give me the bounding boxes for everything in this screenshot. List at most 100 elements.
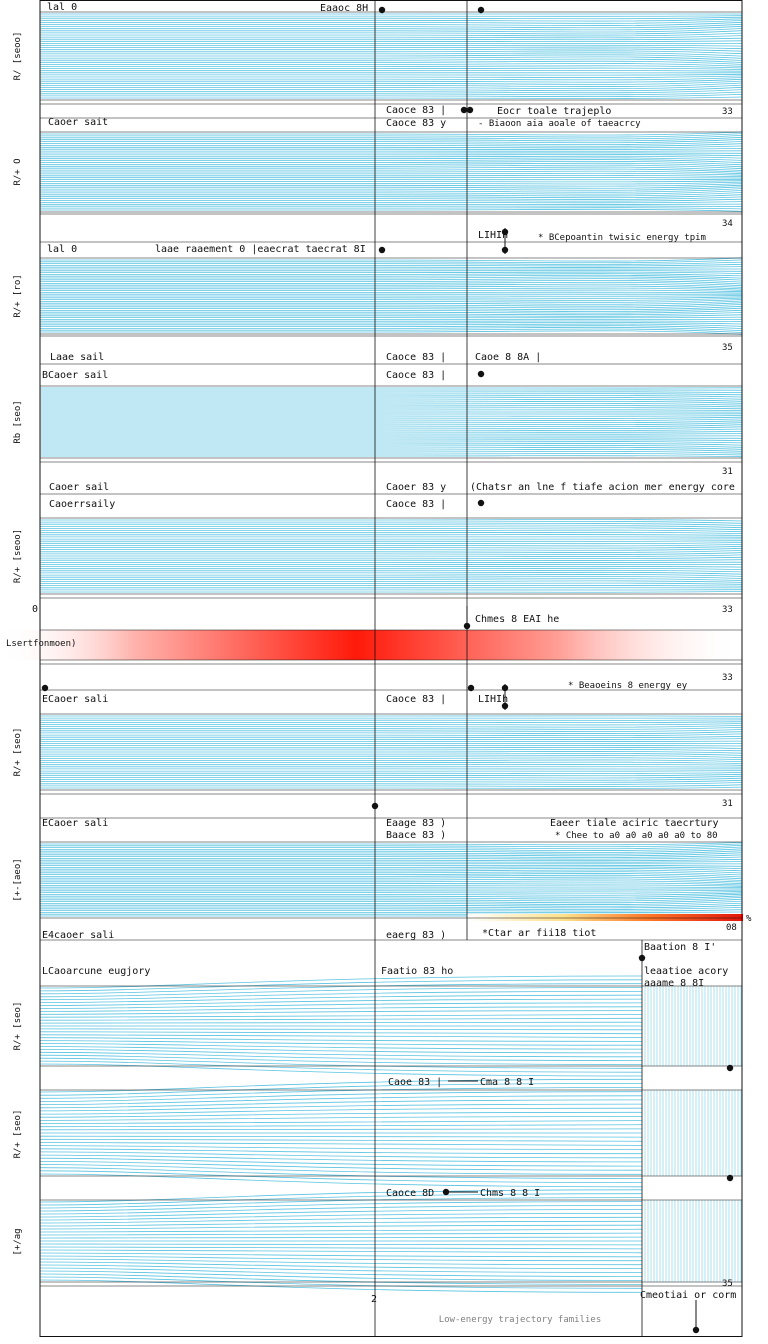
panel-11-ylabel: [+/ag: [13, 1228, 23, 1255]
trajectory-line: [40, 80, 743, 85]
marker-dot: [726, 1174, 734, 1182]
trajectory-line: [40, 65, 743, 69]
trajectory-line: [39, 1014, 643, 1018]
trajectory-line: [40, 745, 743, 747]
trajectory-line: [40, 784, 743, 787]
trajectory-line: [40, 257, 743, 262]
panel-6-note: Chmes 8 EAI he: [475, 614, 559, 625]
trajectory-line: [40, 525, 743, 529]
panel-9-curves: [39, 975, 742, 1077]
trajectory-line: [39, 1021, 643, 1024]
trajectory-line: [39, 1216, 643, 1224]
trajectory-line: [39, 1091, 643, 1102]
trajectory-line: [40, 747, 743, 749]
trajectory-line: [40, 450, 743, 454]
trajectory-line: [40, 893, 743, 898]
trajectory-line: [40, 159, 743, 163]
trajectory-line: [39, 1167, 643, 1179]
trajectory-line: [40, 761, 743, 764]
trajectory-line: [39, 1034, 643, 1038]
panel-4-case-label-2: Caoce 83 |: [386, 370, 446, 381]
trajectory-line: [39, 983, 643, 995]
trajectory-line: [40, 735, 743, 739]
trajectory-line: [39, 998, 643, 1006]
trajectory-line: [40, 782, 743, 785]
trajectory-line: [39, 1057, 643, 1069]
trajectory-line: [39, 1060, 643, 1073]
trajectory-line: [40, 775, 743, 779]
trajectory-line: [40, 180, 743, 183]
trajectory-line: [39, 1232, 643, 1236]
marker-dot: [638, 954, 646, 962]
trajectory-line: [40, 297, 743, 301]
trajectory-line: [40, 567, 743, 570]
trajectory-line: [39, 1193, 643, 1206]
trajectory-line: [40, 261, 743, 265]
trajectory-line: [40, 184, 743, 189]
trajectory-line: [40, 296, 743, 299]
trajectory-line: [40, 405, 743, 408]
trajectory-line: [40, 770, 743, 772]
trajectory-line: [40, 285, 743, 290]
trajectory-line: [40, 878, 743, 883]
panel-1-ylabel: R/ [seoo]: [13, 32, 23, 81]
panel-2-case-label: Caoce 83 |: [386, 105, 446, 116]
trajectory-line: [40, 874, 743, 880]
trajectory-line: [40, 78, 743, 83]
panel-7-curves: [40, 715, 743, 789]
trajectory-line: [40, 759, 743, 762]
trajectory-line: [40, 77, 743, 81]
panel-2-note-2: - Biaoon aia aoale of taeacrcy: [478, 119, 641, 129]
marker-dot: [477, 6, 485, 14]
trajectory-line: [40, 266, 743, 268]
trajectory-line: [40, 86, 743, 92]
corner-tick-label: 35: [722, 1279, 733, 1289]
panel-9-note-right-2: leaatioe acory: [644, 966, 728, 977]
trajectory-line: [40, 305, 743, 311]
trajectory-line: [40, 170, 743, 175]
panel-6-left-label: 0: [32, 604, 38, 615]
panel-5-ylabel: R/+ [seoo]: [13, 529, 23, 583]
trajectory-line: [40, 409, 743, 411]
trajectory-line: [40, 527, 743, 531]
trajectory-line: [39, 1154, 643, 1163]
trajectory-line: [39, 1010, 643, 1015]
trajectory-line: [40, 446, 743, 450]
trajectory-line: [40, 138, 743, 144]
trajectory-line: [40, 542, 743, 545]
trajectory-line: [39, 1261, 643, 1269]
trajectory-line: [40, 869, 743, 874]
trajectory-line: [40, 850, 743, 855]
trajectory-line: [39, 994, 643, 1003]
trajectory-line: [39, 1083, 643, 1096]
chart-title: Low-energy trajectory families: [439, 1315, 602, 1325]
panel-9-left-label: E4caoer sali: [42, 930, 114, 941]
trajectory-line: [40, 911, 743, 913]
trajectory-line: [40, 23, 743, 29]
panel-2-left-label: Caoer sait: [48, 117, 108, 128]
trajectory-line: [40, 576, 743, 579]
trajectory-line: [39, 1201, 643, 1212]
trajectory-line: [40, 884, 743, 887]
trajectory-line: [40, 270, 743, 272]
trajectory-line: [40, 420, 743, 424]
trajectory-line: [40, 871, 743, 876]
panel-9-case-label-2: Faatio 83 ho: [381, 966, 453, 977]
trajectory-line: [39, 1270, 643, 1281]
trajectory-line: [40, 578, 743, 581]
trajectory-line: [40, 569, 743, 573]
panel-5-case-label: Caoer 83 y: [386, 482, 446, 493]
trajectory-line: [40, 786, 743, 789]
panel-11-case-label: Caoce 8D: [386, 1188, 434, 1199]
trajectory-line: [40, 757, 743, 760]
panel-8-case-label-2: Baace 83 ): [386, 830, 446, 841]
outer-frame: [39, 0, 743, 1337]
panel-3-ylabel: R/+ [ro]: [13, 274, 23, 317]
trajectory-line: [40, 52, 743, 57]
trajectory-line: [40, 263, 743, 267]
trajectory-line: [40, 422, 743, 426]
panel-1-curves: [40, 13, 743, 99]
trajectory-line: [40, 67, 743, 70]
trajectory-line: [40, 207, 743, 210]
